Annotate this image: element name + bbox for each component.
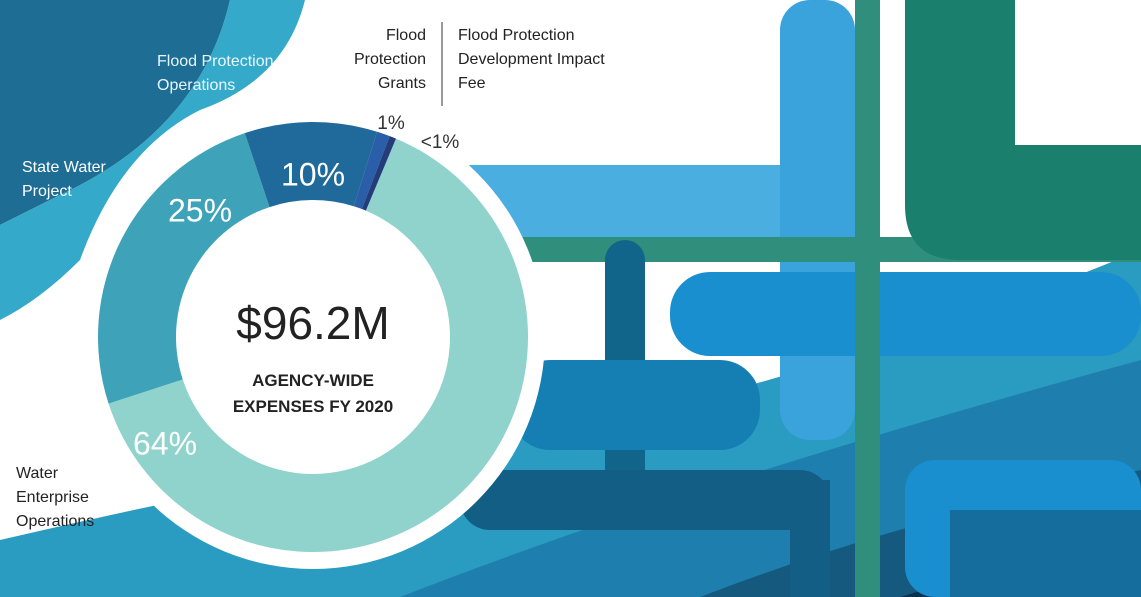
value-label: 64% xyxy=(133,425,197,461)
donut xyxy=(97,121,529,553)
donut-segment xyxy=(97,133,270,404)
value-label: <1% xyxy=(421,132,460,153)
legend-label: State Water Project xyxy=(22,159,106,200)
value-label: 25% xyxy=(168,192,232,228)
donut-segment xyxy=(244,121,378,208)
value-label: 10% xyxy=(281,156,345,192)
donut-segment xyxy=(108,138,529,553)
legend-label: Flood Protection Development Impact Fee xyxy=(458,27,605,92)
donut-segment xyxy=(353,131,390,210)
legend-label: Flood Protection Operations xyxy=(157,53,274,94)
legend-label: Water Enterprise Operations xyxy=(16,465,95,530)
value-label: 1% xyxy=(377,113,405,134)
center-total: $96.2M xyxy=(236,297,389,349)
legend-label: Flood Protection Grants xyxy=(353,27,426,92)
chart-title: AGENCY-WIDE EXPENSES FY 2020 xyxy=(232,371,394,416)
donut-segment xyxy=(361,136,396,211)
